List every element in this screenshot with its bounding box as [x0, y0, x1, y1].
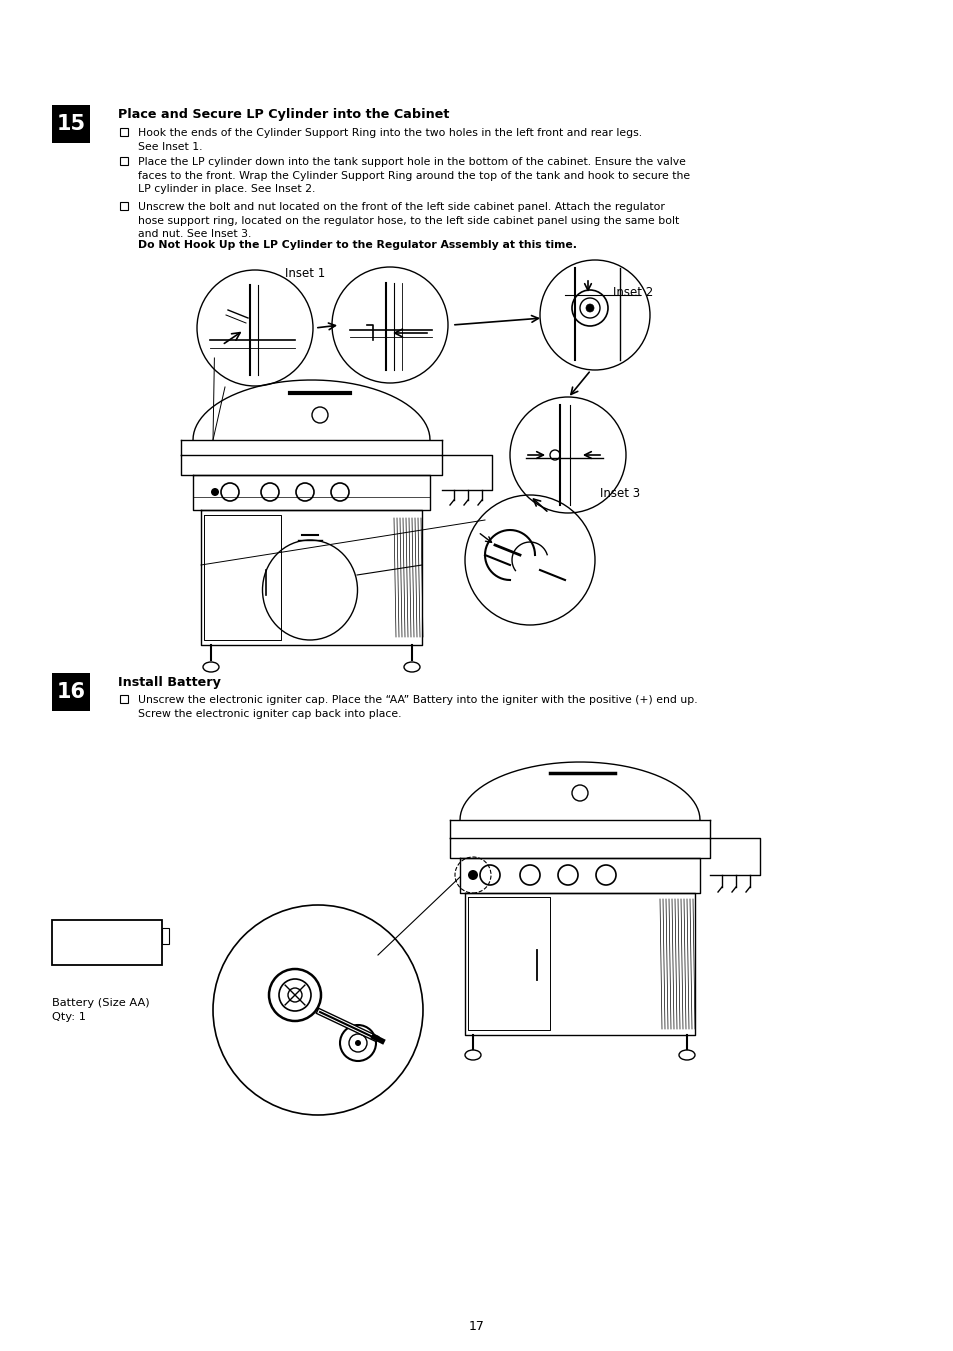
- FancyBboxPatch shape: [120, 694, 128, 703]
- Text: Inset 2: Inset 2: [613, 286, 653, 299]
- FancyBboxPatch shape: [120, 157, 128, 165]
- Text: 17: 17: [469, 1320, 484, 1333]
- Circle shape: [355, 1040, 360, 1046]
- Text: Place and Secure LP Cylinder into the Cabinet: Place and Secure LP Cylinder into the Ca…: [118, 108, 449, 122]
- FancyBboxPatch shape: [52, 105, 90, 143]
- Circle shape: [211, 488, 219, 496]
- Text: Inset 1: Inset 1: [285, 267, 325, 280]
- Circle shape: [468, 870, 477, 880]
- Circle shape: [585, 304, 594, 312]
- Text: 15: 15: [56, 113, 86, 134]
- Text: Inset 3: Inset 3: [599, 486, 639, 500]
- Text: 16: 16: [56, 682, 86, 703]
- FancyBboxPatch shape: [52, 920, 162, 965]
- Text: Install Battery: Install Battery: [118, 676, 221, 689]
- Text: Place the LP cylinder down into the tank support hole in the bottom of the cabin: Place the LP cylinder down into the tank…: [138, 157, 689, 195]
- Text: Battery (Size AA)
Qty: 1: Battery (Size AA) Qty: 1: [52, 998, 150, 1021]
- FancyBboxPatch shape: [120, 128, 128, 136]
- FancyBboxPatch shape: [162, 928, 169, 944]
- Text: Hook the ends of the Cylinder Support Ring into the two holes in the left front : Hook the ends of the Cylinder Support Ri…: [138, 128, 641, 151]
- Text: Do Not Hook Up the LP Cylinder to the Regulator Assembly at this time.: Do Not Hook Up the LP Cylinder to the Re…: [138, 240, 577, 250]
- FancyBboxPatch shape: [120, 203, 128, 209]
- Text: Unscrew the electronic igniter cap. Place the “AA” Battery into the igniter with: Unscrew the electronic igniter cap. Plac…: [138, 694, 697, 719]
- Text: Unscrew the bolt and nut located on the front of the left side cabinet panel. At: Unscrew the bolt and nut located on the …: [138, 203, 679, 239]
- FancyBboxPatch shape: [52, 673, 90, 711]
